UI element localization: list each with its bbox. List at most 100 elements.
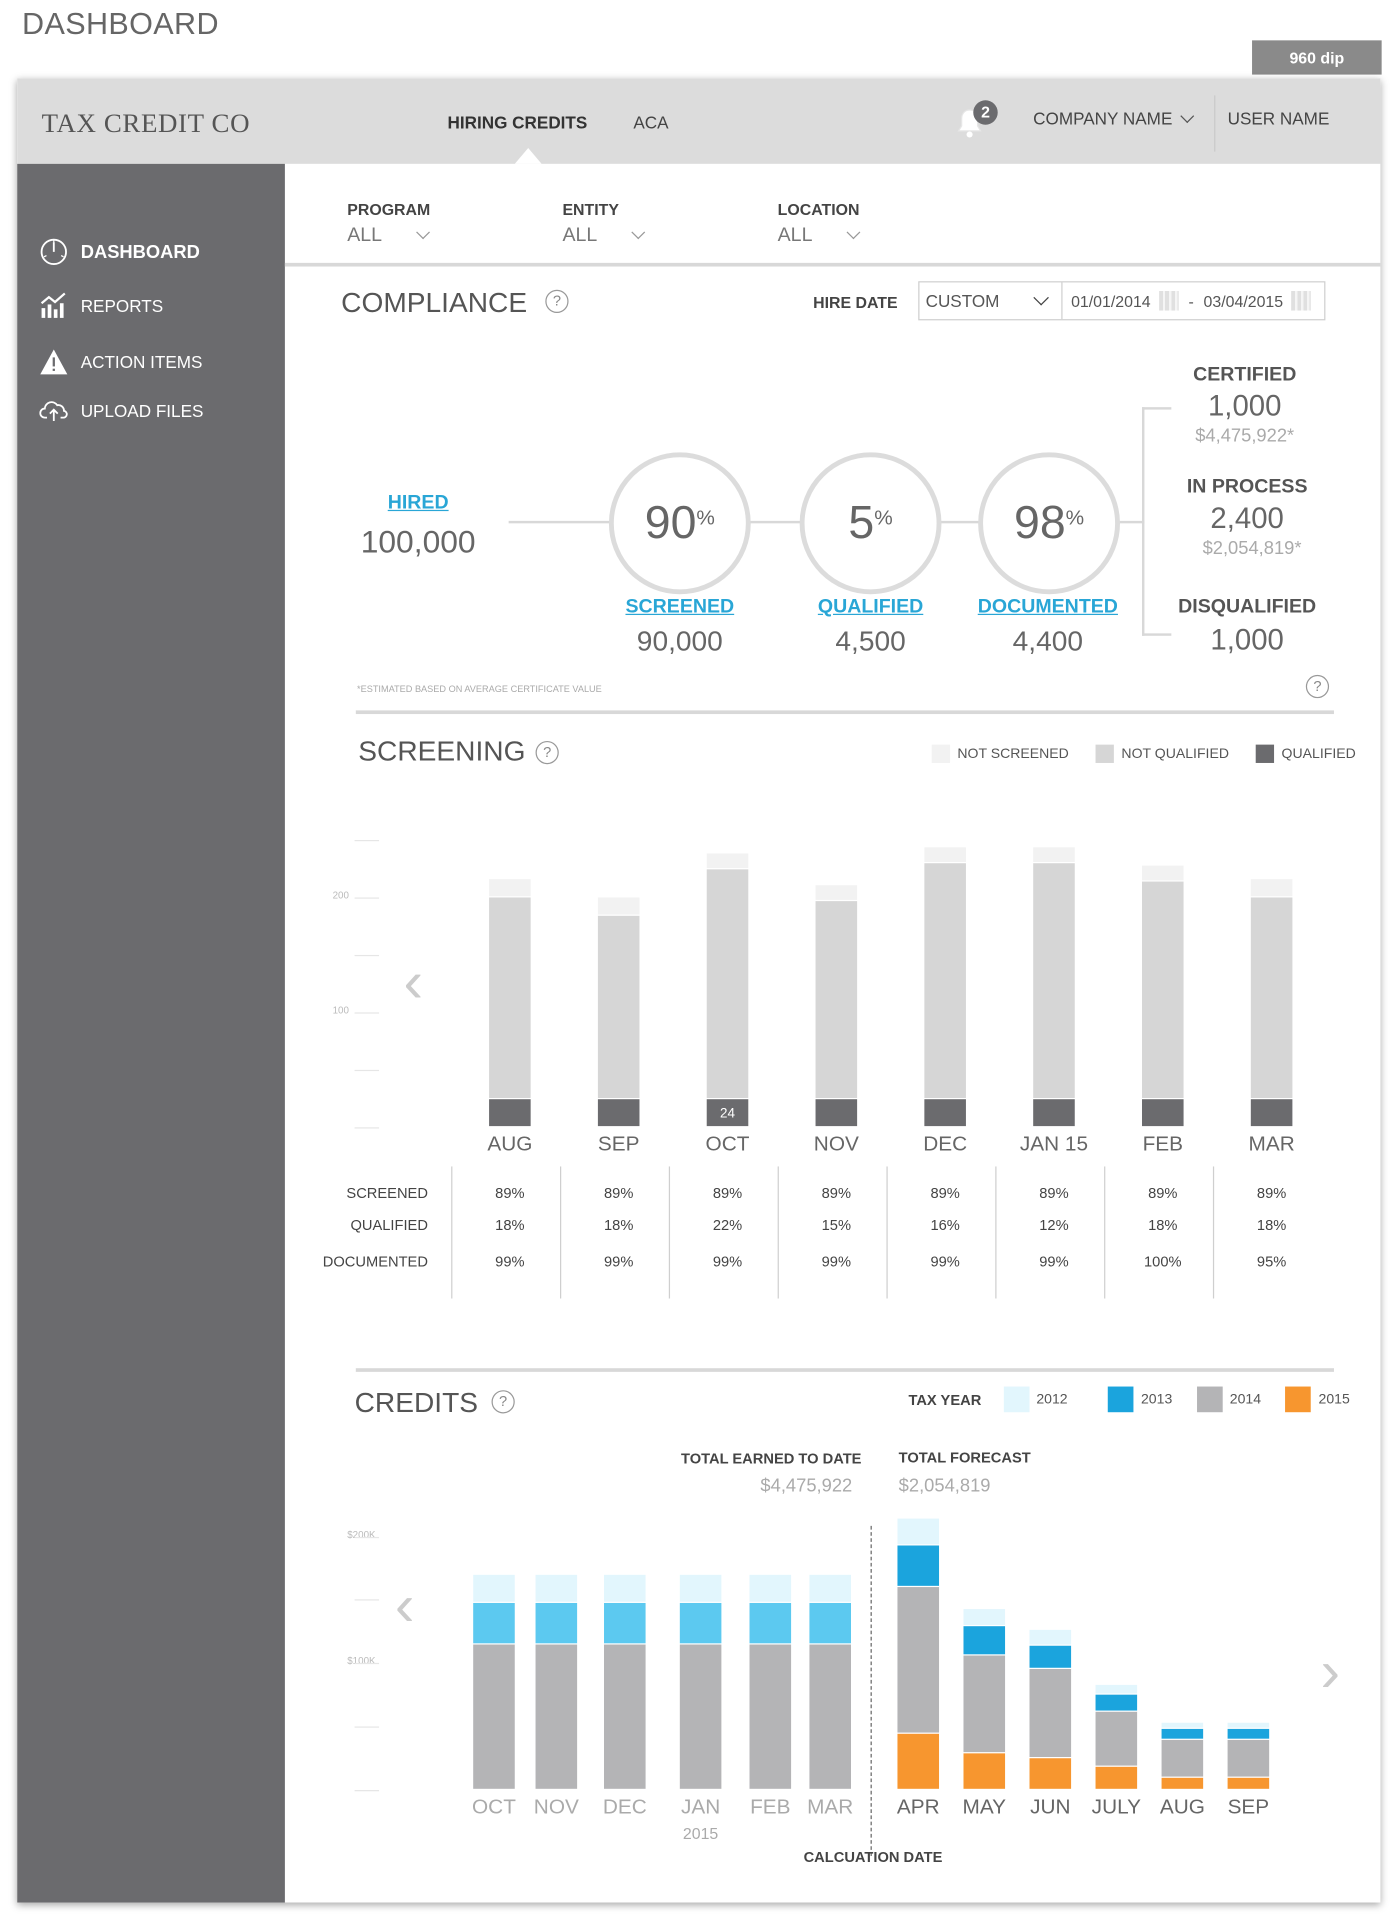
date-to-input[interactable]	[1203, 291, 1287, 310]
hired-link[interactable]: HIRED	[387, 492, 449, 514]
documented-pct: 98	[1013, 497, 1066, 549]
table-cell: 18%	[1148, 1216, 1178, 1234]
sidebar-item-label: REPORTS	[80, 295, 164, 316]
bar-segment	[963, 1608, 1006, 1626]
qualified-ring: 5%	[799, 452, 942, 595]
table-cell: 95%	[1256, 1253, 1287, 1271]
bar-segment	[473, 1644, 515, 1789]
calculation-date-label: CALCUATION DATE	[803, 1848, 943, 1866]
bar-segment	[897, 1587, 940, 1734]
bar-segment	[473, 1574, 515, 1602]
sidebar-item-upload-files[interactable]: UPLOAD FILES	[39, 396, 203, 425]
bar-segment	[1142, 1099, 1184, 1127]
month-label: JULY	[1091, 1794, 1141, 1819]
table-cell: 16%	[930, 1216, 960, 1234]
date-separator: -	[1188, 291, 1194, 310]
chevron-right-icon[interactable]: ›	[1320, 1639, 1341, 1705]
in-process-label: IN PROCESS	[1186, 476, 1308, 498]
month-label: NOV	[813, 1132, 859, 1156]
chevron-down-icon	[416, 225, 431, 240]
bar-segment	[1095, 1711, 1138, 1766]
month-label: MAR	[807, 1794, 854, 1819]
nav-hiring-credits[interactable]: HIRING CREDITS	[447, 112, 588, 133]
bar-segment	[1227, 1722, 1270, 1728]
table-cell: 18%	[1256, 1216, 1287, 1234]
dashboard-icon	[39, 237, 68, 266]
calendar-icon[interactable]	[1159, 291, 1179, 311]
in-process-amount: $2,054,819*	[1202, 537, 1302, 559]
table-cell: 99%	[495, 1253, 525, 1271]
notifications-button[interactable]: 2	[956, 100, 1005, 142]
y-gridline	[354, 1663, 380, 1665]
documented-link[interactable]: DOCUMENTED	[977, 596, 1118, 618]
sidebar-item-dashboard[interactable]: DASHBOARD	[39, 237, 200, 266]
bar-segment	[963, 1753, 1006, 1789]
brand-logo[interactable]: TAX CREDIT CO	[41, 107, 251, 139]
legend-label: 2014	[1229, 1392, 1262, 1407]
y-gridline	[354, 1012, 380, 1014]
bar-segment	[597, 915, 640, 1099]
table-cell: 89%	[821, 1184, 852, 1202]
chevron-down-icon	[631, 225, 646, 240]
chevron-left-icon[interactable]: ‹	[394, 1573, 415, 1639]
help-icon[interactable]: ?	[535, 740, 559, 765]
range-select[interactable]: CUSTOM	[919, 282, 1063, 320]
compliance-footnote: *ESTIMATED BASED ON AVERAGE CERTIFICATE …	[357, 683, 602, 695]
bar-segment	[1250, 897, 1293, 1099]
bar-segment	[815, 884, 858, 900]
bar-segment	[597, 1099, 640, 1127]
sidebar-item-action-items[interactable]: ACTION ITEMS	[39, 347, 202, 376]
bar-segment	[1095, 1767, 1138, 1789]
sidebar-item-reports[interactable]: REPORTS	[39, 291, 163, 320]
bar-segment	[706, 853, 749, 869]
credits-title: CREDITS	[354, 1386, 479, 1419]
help-icon[interactable]: ?	[1305, 674, 1330, 699]
column-divider	[886, 1166, 888, 1299]
calendar-icon[interactable]	[1291, 291, 1312, 311]
bar-segment	[604, 1644, 646, 1789]
bar-segment	[535, 1644, 578, 1789]
section-divider	[355, 1368, 1334, 1372]
qualified-link[interactable]: QUALIFIED	[817, 596, 924, 618]
bar-segment	[489, 1099, 531, 1127]
date-from-input[interactable]	[1071, 291, 1155, 310]
screened-link[interactable]: SCREENED	[625, 596, 735, 618]
filter-divider	[284, 262, 1381, 267]
pct-symbol: %	[696, 506, 715, 530]
table-cell: 89%	[1148, 1184, 1178, 1202]
legend-swatch	[1107, 1386, 1134, 1413]
y-gridline	[354, 839, 380, 842]
nav-aca[interactable]: ACA	[633, 112, 669, 133]
qualified-pct: 5	[848, 497, 875, 549]
bar-segment	[924, 1099, 966, 1127]
filter-program[interactable]: PROGRAM ALL	[347, 201, 431, 247]
month-label: FEB	[750, 1794, 791, 1819]
column-divider	[1212, 1166, 1215, 1299]
disqualified-value: 1,000	[1210, 623, 1284, 657]
sidebar-item-label: DASHBOARD	[80, 241, 200, 263]
user-menu[interactable]: USER NAME	[1227, 108, 1330, 129]
filter-entity[interactable]: ENTITY ALL	[562, 201, 646, 247]
month-label: AUG	[1159, 1794, 1205, 1819]
cloud-upload-icon	[39, 396, 68, 425]
y-gridline	[354, 1726, 380, 1728]
y-gridline	[354, 897, 380, 899]
chevron-left-icon[interactable]: ‹	[403, 950, 424, 1015]
bar-segment	[815, 1099, 858, 1127]
screened-pct: 90	[644, 497, 697, 549]
company-dropdown[interactable]: COMPANY NAME	[1033, 108, 1194, 128]
table-cell: 18%	[603, 1216, 634, 1234]
sidebar-item-label: UPLOAD FILES	[80, 401, 204, 421]
help-icon[interactable]: ?	[545, 289, 569, 314]
help-icon[interactable]: ?	[491, 1390, 515, 1414]
bar-segment	[1095, 1684, 1138, 1694]
warning-icon	[39, 347, 68, 376]
month-label: OCT	[705, 1132, 750, 1156]
bar-data-label: 24	[720, 1106, 735, 1122]
hired-value: 100,000	[360, 523, 476, 560]
bar-segment	[679, 1644, 722, 1789]
legend-label: NOT SCREENED	[957, 746, 1069, 762]
bar-segment	[749, 1644, 792, 1789]
bar-segment	[897, 1734, 940, 1789]
filter-location[interactable]: LOCATION ALL	[778, 201, 861, 247]
